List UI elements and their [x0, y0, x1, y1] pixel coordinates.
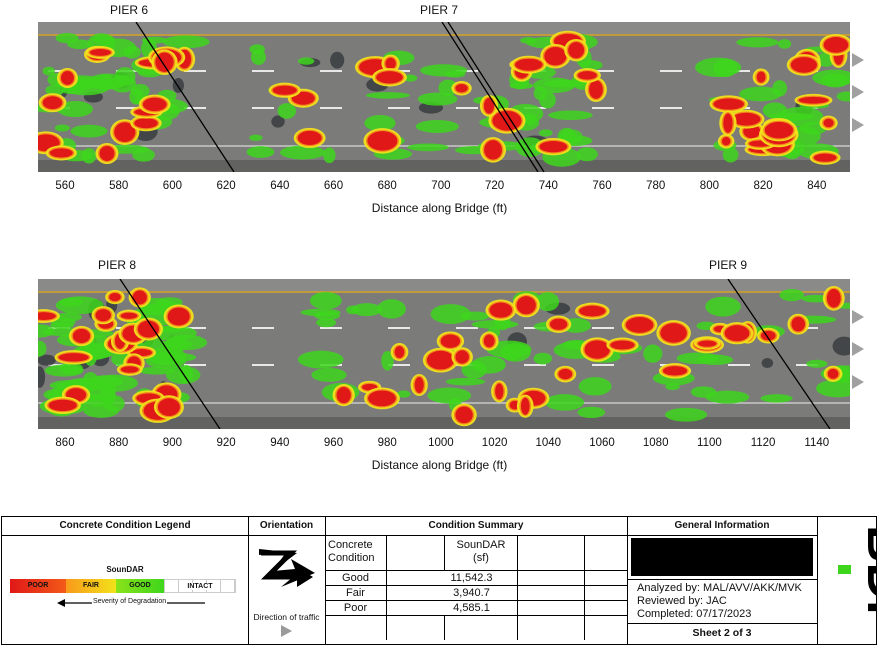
lane-arrow-icon — [852, 375, 864, 389]
legend-fair: FAIR — [66, 579, 116, 593]
x-tick-label: 820 — [753, 180, 773, 192]
x-tick-label: 580 — [109, 180, 129, 192]
summary-condition: Good — [325, 570, 387, 586]
x-tick-label: 840 — [807, 180, 827, 192]
summary-col-soundar: SounDAR (sf) — [444, 535, 518, 571]
x-tick-label: 1000 — [428, 437, 454, 449]
summary-cell: Condition Summary Concrete Condition Sou… — [325, 517, 628, 644]
lane-arrow-icon — [852, 342, 864, 356]
legend-fair-label: FAIR — [83, 582, 99, 589]
traffic-direction-label: Direction of traffic — [253, 612, 320, 622]
x-tick-label: 1140 — [804, 437, 830, 449]
x-axis-title-top: Distance along Bridge (ft) — [371, 201, 508, 215]
summary-header: Condition Summary — [325, 517, 627, 536]
x-tick-label: 800 — [699, 180, 719, 192]
orientation-header: Orientation — [248, 517, 325, 536]
analyzed-by: Analyzed by: MAL/AVV/AKK/MVK — [637, 582, 802, 594]
x-tick-label: 920 — [216, 437, 236, 449]
summary-row: Fair 3,940.7 — [325, 585, 627, 601]
x-tick-label: 660 — [323, 180, 344, 192]
x-tick-label: 600 — [162, 180, 182, 192]
summary-condition: Poor — [325, 600, 387, 616]
lane-arrow-icon — [852, 53, 864, 67]
summary-value: 11,542.3 — [386, 570, 518, 586]
completed-date: Completed: 07/17/2023 — [637, 608, 752, 620]
pier-6-label: PIER 6 — [110, 3, 149, 17]
x-tick-label: 560 — [55, 180, 75, 192]
lane-arrow-icon — [852, 310, 864, 324]
redacted-block — [631, 538, 813, 576]
legend-good: GOOD — [116, 579, 164, 593]
x-tick-label: 700 — [431, 180, 451, 192]
x-tick-label: 1120 — [750, 437, 776, 449]
x-tick-label: 880 — [109, 437, 129, 449]
x-tick-label: 680 — [377, 180, 397, 192]
legend-title: SounDAR — [106, 565, 144, 574]
legend-intact: INTACT — [164, 579, 236, 593]
x-tick-label: 1020 — [481, 437, 508, 449]
deck-heatmap-top-svg — [38, 22, 850, 172]
bdi-logo-icon: BDI — [838, 525, 879, 615]
bdi-logo-text: BDI — [856, 525, 876, 615]
x-axis-title-bottom: Distance along Bridge (ft) — [371, 458, 508, 472]
deck-heatmap-top — [38, 22, 850, 172]
summary-row: Good 11,542.3 — [325, 570, 627, 586]
summary-value: 4,585.1 — [386, 600, 518, 616]
x-tick-label: 940 — [270, 437, 290, 449]
general-info-header: General Information — [627, 517, 817, 536]
x-tick-label: 740 — [538, 180, 558, 192]
summary-condition: Fair — [325, 585, 387, 601]
x-tick-label: 900 — [162, 437, 182, 449]
legend-good-label: GOOD — [129, 582, 151, 589]
summary-col-condition: Concrete Condition — [325, 535, 387, 571]
info-panel: Concrete Condition Legend SounDAR POOR F… — [1, 516, 879, 645]
summary-value: 3,940.7 — [386, 585, 518, 601]
sheet-number: Sheet 2 of 3 — [692, 627, 752, 639]
x-tick-label: 980 — [377, 437, 397, 449]
pier-8-label: PIER 8 — [98, 258, 137, 272]
x-tick-label: 640 — [270, 180, 290, 192]
x-tick-label: 1080 — [642, 437, 669, 449]
x-tick-label: 960 — [323, 437, 344, 449]
x-tick-label: 1040 — [535, 437, 562, 449]
summary-row: Poor 4,585.1 — [325, 600, 627, 616]
x-tick-label: 860 — [55, 437, 75, 449]
reviewed-by: Reviewed by: JAC — [637, 595, 727, 607]
orientation-cell: Orientation Direction of traffic — [248, 517, 326, 644]
legend-intact-label: INTACT — [185, 583, 215, 590]
traffic-arrow-icon — [281, 625, 292, 637]
severity-label: Severity of Degradation — [92, 598, 168, 605]
x-tick-label: 1100 — [697, 437, 722, 449]
pier-9-label: PIER 9 — [709, 258, 748, 272]
general-info-cell: General Information Analyzed by: MAL/AVV… — [627, 517, 818, 644]
x-tick-label: 720 — [485, 180, 505, 192]
legend-poor: POOR — [10, 579, 66, 593]
x-tick-label: 760 — [592, 180, 612, 192]
north-arrow-icon — [259, 549, 315, 587]
x-tick-label: 1060 — [589, 437, 615, 449]
legend-poor-label: POOR — [27, 582, 49, 589]
legend-cell: Concrete Condition Legend SounDAR POOR F… — [2, 517, 249, 644]
bdi-logo: BDI — [818, 517, 879, 644]
summary-table: Concrete Condition SounDAR (sf) Good 11,… — [325, 535, 627, 640]
lane-arrow-icon — [852, 118, 864, 132]
deck-heatmap-bottom-svg — [38, 279, 850, 429]
pier-7-label: PIER 7 — [420, 3, 459, 17]
x-tick-label: 620 — [216, 180, 236, 192]
lane-arrow-icon — [852, 85, 864, 99]
x-tick-label: 780 — [646, 180, 666, 192]
deck-heatmap-bottom — [38, 279, 850, 429]
legend-header: Concrete Condition Legend — [2, 517, 248, 536]
legend-color-bar: POOR FAIR GOOD INTACT — [10, 579, 236, 593]
